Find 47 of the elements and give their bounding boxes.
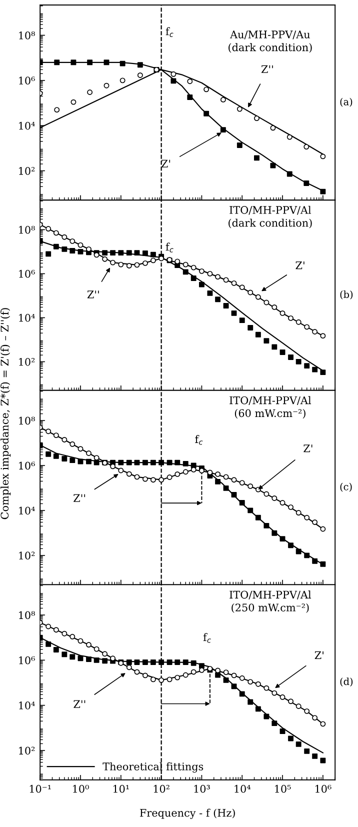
y-tick-label: 10⁶ <box>19 270 35 278</box>
y-tick-label: 10⁴ <box>19 314 35 322</box>
y-tick-label: 10⁶ <box>19 76 35 85</box>
y-tick-label: 10⁸ <box>19 226 35 234</box>
x-tick-label: 10⁶ <box>315 784 332 793</box>
y-tick-label: 10² <box>19 552 35 560</box>
text: (c) <box>340 482 352 492</box>
x-tick-label: 10¹ <box>113 784 129 793</box>
y-tick-label: 10⁴ <box>19 122 35 130</box>
y-tick-label: 10⁴ <box>19 506 35 515</box>
text: Au/MH-PPV/Au (dark condition) <box>228 30 312 53</box>
text: (d) <box>340 678 353 686</box>
annotation: Z' <box>304 444 312 452</box>
text: ITO/MH-PPV/Al (250 mW.cm⁻²) <box>230 590 312 613</box>
y-tick-label: 10⁶ <box>19 656 35 664</box>
y-tick-label: 10² <box>19 358 35 366</box>
text: (a) <box>340 98 352 107</box>
annotation: f$_{c}$ <box>203 633 211 643</box>
y-tick-label: 10² <box>19 166 35 175</box>
annotation: f$_{c}$ <box>195 435 203 445</box>
ref-line-label: f$_{c}$ <box>166 242 174 252</box>
annotation: Z'' <box>87 290 99 298</box>
text: ITO/MH-PPV/Al (dark condition) <box>228 206 312 228</box>
annotation: Z' <box>296 261 304 270</box>
x-tick-label: 10⁰ <box>73 784 89 793</box>
x-tick-label: 10⁴ <box>234 784 251 793</box>
annotation: Z' <box>161 160 170 168</box>
y-tick-label: 10⁸ <box>19 611 35 620</box>
x-tick-label: 10³ <box>194 784 210 793</box>
y-axis-title: Complex impedance, Z*(f) = Z'(f) – Z''(f) <box>0 308 11 520</box>
x-tick-label: 10⁻¹ <box>30 784 51 793</box>
annotation: Z'' <box>74 700 86 708</box>
y-tick-label: 10⁸ <box>19 416 35 425</box>
x-axis-title: Frequency - f (Hz) <box>140 808 235 819</box>
y-tick-label: 10⁸ <box>19 32 35 40</box>
annotation: Z'' <box>261 65 273 73</box>
text: (b) <box>340 290 353 300</box>
x-tick-label: 10⁵ <box>275 784 291 793</box>
annotation: Z' <box>314 651 324 660</box>
y-tick-label: 10² <box>19 746 35 755</box>
text: ITO/MH-PPV/Al (60 mW.cm⁻²) <box>230 396 312 419</box>
legend-label: Theoretical fittings <box>102 762 204 773</box>
y-tick-label: 10⁴ <box>19 702 35 710</box>
annotation: Z'' <box>74 494 86 502</box>
x-tick-label: 10² <box>154 784 170 793</box>
ref-line-label: f$_{c}$ <box>166 27 174 37</box>
y-tick-label: 10⁶ <box>19 462 35 470</box>
